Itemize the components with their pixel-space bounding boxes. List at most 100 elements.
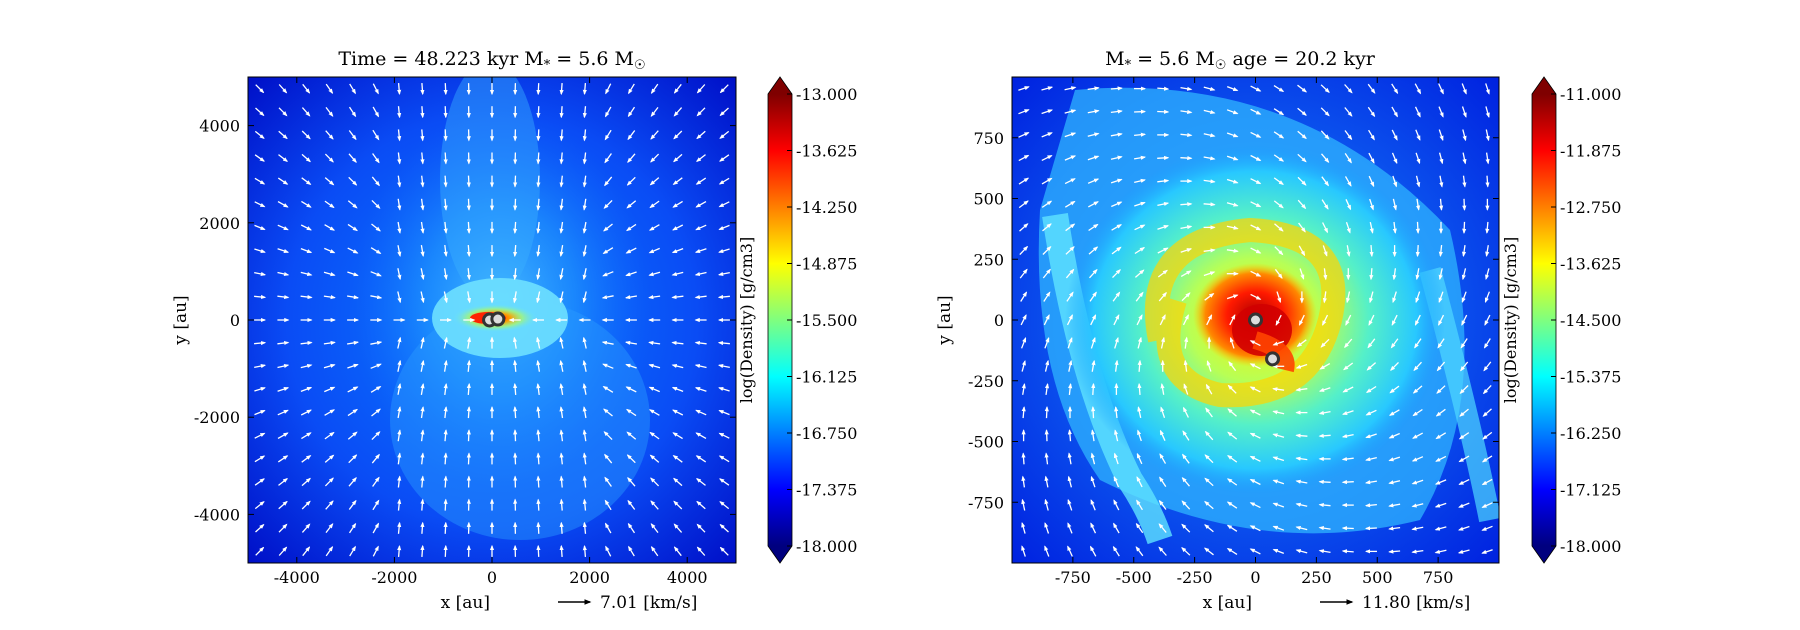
left-velocity-arrow (649, 454, 660, 463)
right-velocity-arrow (1298, 222, 1306, 233)
left-velocity-arrow (673, 107, 683, 117)
left-velocity-arrow (696, 107, 706, 117)
left-velocity-arrow (370, 386, 382, 393)
right-velocity-arrow (1320, 84, 1330, 94)
right-velocity-arrow (1367, 83, 1376, 94)
left-velocity-arrow (300, 271, 313, 277)
left-velocity-arrow (466, 221, 471, 234)
right-velocity-arrow (1439, 175, 1444, 188)
left-velocity-arrow (536, 83, 541, 96)
right-velocity-arrow (1087, 109, 1100, 114)
left-velocity-arrow (627, 522, 636, 534)
right-velocity-arrow (1365, 456, 1377, 462)
right-velocity-arrow (1158, 523, 1167, 533)
right-ylabel: y [au] (935, 295, 955, 345)
left-velocity-arrow (348, 153, 357, 163)
left-velocity-arrow (370, 295, 383, 300)
left-velocity-arrow (718, 387, 730, 392)
right-sink-particle (1248, 312, 1263, 328)
left-velocity-arrow (559, 152, 564, 165)
left-velocity-arrow (443, 544, 448, 557)
left-velocity-arrow (255, 546, 265, 556)
left-velocity-arrow (694, 387, 707, 392)
left-velocity-arrow (604, 522, 612, 534)
right-velocity-arrow (1203, 179, 1216, 184)
right-velocity-arrow (1411, 503, 1424, 508)
left-velocity-arrow (420, 521, 425, 534)
right-velocity-arrow (1227, 454, 1238, 463)
right-velocity-arrow (1250, 108, 1262, 115)
right-velocity-arrow (1041, 177, 1053, 185)
left-velocity-arrow (325, 546, 334, 557)
right-velocity-arrow (1295, 363, 1308, 369)
right-velocity-arrow (1296, 339, 1307, 348)
right-velocity-arrow (1206, 360, 1212, 372)
left-velocity-arrow (604, 153, 612, 164)
left-velocity-arrow (695, 477, 706, 486)
left-velocity-arrow (559, 336, 564, 349)
left-velocity-arrow (300, 224, 312, 231)
left-velocity-arrow (696, 500, 706, 510)
right-velocity-arrow (1183, 383, 1189, 395)
left-velocity-arrow (673, 546, 682, 557)
left-velocity-arrow (694, 340, 707, 346)
right-velocity-arrow (1203, 109, 1216, 115)
left-velocity-arrow (348, 106, 357, 118)
right-velocity-arrow (1249, 502, 1261, 509)
left-velocity-arrow (559, 198, 564, 211)
right-velocity-arrow (1019, 245, 1029, 256)
right-velocity-arrow (1181, 453, 1190, 464)
left-velocity-arrow (513, 221, 518, 234)
right-velocity-arrow (1021, 382, 1026, 395)
left-velocity-arrow (648, 340, 661, 346)
right-velocity-arrow (1064, 155, 1077, 161)
right-title-mass-sub: * (1125, 58, 1132, 73)
left-velocity-arrow (673, 477, 683, 487)
right-velocity-arrow (1203, 156, 1216, 161)
left-velocity-arrow (513, 245, 518, 258)
right-velocity-arrow (1485, 175, 1490, 188)
right-velocity-arrow (1344, 84, 1353, 94)
left-velocity-arrow (325, 130, 334, 140)
right-velocity-arrow (1368, 152, 1375, 164)
right-velocity-arrow (1367, 106, 1376, 118)
right-velocity-arrow (1228, 361, 1237, 372)
right-velocity-arrow (1160, 406, 1166, 419)
left-velocity-arrow (348, 499, 357, 510)
right-velocity-arrow (1064, 200, 1076, 208)
left-velocity-arrow (300, 409, 312, 416)
right-velocity-arrow (1137, 429, 1142, 442)
right-velocity-arrow (1272, 456, 1285, 462)
right-axis-ticks: -750 -500 -250 0 250 500 750 -750 -500 -250 0 250 50… (968, 77, 1499, 587)
left-velocity-arrow (349, 545, 356, 557)
left-velocity-arrow (604, 129, 612, 141)
left-velocity-arrow (536, 406, 541, 419)
right-velocity-arrow (1434, 502, 1447, 508)
right-velocity-arrow (1273, 154, 1285, 162)
right-velocity-arrow (1044, 522, 1050, 534)
right-velocity-arrow (1341, 526, 1354, 531)
left-velocity-arrow (443, 152, 448, 165)
left-velocity-arrow (626, 176, 636, 186)
right-velocity-arrow (1462, 175, 1467, 188)
right-velocity-arrow (1019, 223, 1029, 232)
right-velocity-arrow (1089, 268, 1098, 279)
left-ytick-label: -2000 (194, 408, 240, 427)
right-velocity-arrow (1067, 475, 1073, 488)
left-velocity-arrow (397, 429, 402, 442)
left-velocity-arrow (536, 152, 541, 165)
left-velocity-arrow (466, 175, 471, 188)
right-velocity-arrow (1021, 359, 1026, 372)
right-velocity-arrow (1068, 382, 1073, 395)
right-velocity-arrow (1481, 525, 1493, 531)
left-velocity-arrow (559, 291, 564, 304)
left-velocity-arrow (348, 477, 357, 487)
left-title-sun: ☉ (634, 58, 646, 73)
left-colorbar-tick-label: -13.000 (796, 85, 857, 104)
left-velocity-arrow (718, 455, 730, 463)
right-velocity-arrow (1203, 248, 1216, 253)
left-velocity-arrow (443, 336, 448, 349)
right-velocity-arrow (1295, 387, 1308, 392)
right-velocity-arrow (1019, 268, 1028, 279)
right-velocity-arrow (1485, 268, 1490, 281)
